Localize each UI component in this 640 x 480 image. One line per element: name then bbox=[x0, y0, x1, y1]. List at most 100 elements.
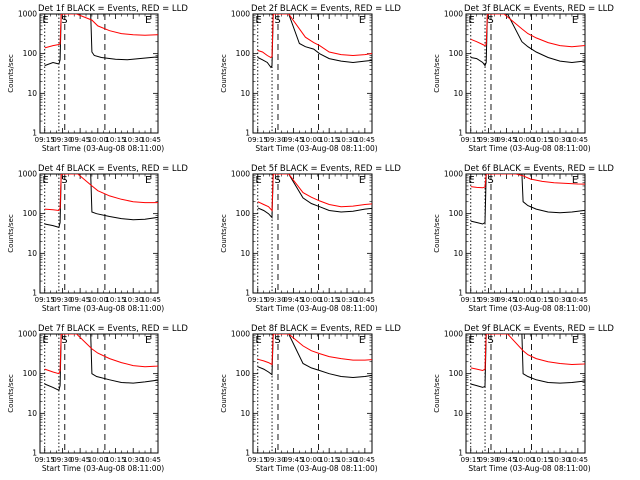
y-tick-label: 1000 bbox=[18, 330, 37, 339]
y-axis-label: Counts/sec bbox=[7, 374, 15, 413]
x-tick-label: 10:45 bbox=[568, 136, 588, 144]
y-tick-label: 1000 bbox=[231, 170, 250, 179]
event-marker: S bbox=[61, 175, 67, 186]
x-axis-label: Start Time (03-Aug-08 08:11:00) bbox=[255, 464, 377, 473]
panel-title: Det 3f BLACK = Events, RED = LLD bbox=[464, 4, 614, 14]
plot-frame bbox=[253, 14, 372, 133]
x-axis-label: Start Time (03-Aug-08 08:11:00) bbox=[42, 144, 164, 153]
panel-2: Det 2f BLACK = Events, RED = LLD Counts/s… bbox=[220, 4, 401, 153]
y-tick-label: 100 bbox=[236, 369, 251, 378]
plot-frame bbox=[40, 174, 158, 293]
plot-frame bbox=[253, 174, 372, 293]
y-tick-label: 1000 bbox=[444, 170, 463, 179]
event-marker: E bbox=[145, 335, 151, 346]
y-tick-label: 10 bbox=[240, 249, 250, 258]
event-marker: E bbox=[42, 15, 48, 26]
event-marker: S bbox=[274, 15, 280, 26]
event-marker: S bbox=[61, 335, 67, 346]
y-tick-label: 100 bbox=[449, 49, 464, 58]
event-marker: S bbox=[274, 175, 280, 186]
panel-5: Det 5f BLACK = Events, RED = LLD Counts/s… bbox=[220, 164, 401, 313]
panel-title: Det 9f BLACK = Events, RED = LLD bbox=[464, 324, 614, 334]
panel-9: Det 9f BLACK = Events, RED = LLD Counts/s… bbox=[433, 324, 614, 473]
x-tick-label: 10:45 bbox=[568, 296, 588, 304]
plot-frame bbox=[253, 334, 372, 453]
y-tick-label: 10 bbox=[27, 409, 37, 418]
event-marker: E bbox=[359, 175, 365, 186]
y-axis-label: Counts/sec bbox=[433, 214, 441, 253]
y-axis-label: Counts/sec bbox=[7, 214, 15, 253]
event-marker: S bbox=[487, 335, 493, 346]
y-tick-label: 100 bbox=[23, 369, 38, 378]
x-axis-label: Start Time (03-Aug-08 08:11:00) bbox=[255, 144, 377, 153]
y-tick-label: 10 bbox=[27, 249, 37, 258]
y-tick-label: 1000 bbox=[18, 10, 37, 19]
x-tick-label: 10:45 bbox=[355, 456, 375, 464]
x-axis-label: Start Time (03-Aug-08 08:11:00) bbox=[468, 464, 590, 473]
event-marker: E bbox=[468, 335, 474, 346]
y-tick-label: 10 bbox=[240, 409, 250, 418]
panel-8: Det 8f BLACK = Events, RED = LLD Counts/s… bbox=[220, 324, 401, 473]
y-axis-label: Counts/sec bbox=[433, 374, 441, 413]
y-axis-label: Counts/sec bbox=[220, 214, 228, 253]
plot-frame bbox=[466, 334, 585, 453]
event-marker: E bbox=[572, 335, 578, 346]
plot-frame bbox=[40, 334, 158, 453]
plot-frame bbox=[40, 14, 158, 133]
event-marker: E bbox=[255, 175, 261, 186]
x-tick-label: 10:45 bbox=[141, 296, 161, 304]
x-tick-label: 10:45 bbox=[355, 296, 375, 304]
x-axis-label: Start Time (03-Aug-08 08:11:00) bbox=[255, 304, 377, 313]
plot-frame bbox=[466, 174, 585, 293]
y-tick-label: 100 bbox=[236, 49, 251, 58]
event-marker: E bbox=[42, 335, 48, 346]
panel-title: Det 4f BLACK = Events, RED = LLD bbox=[38, 164, 188, 174]
event-marker: E bbox=[359, 335, 365, 346]
x-axis-label: Start Time (03-Aug-08 08:11:00) bbox=[468, 304, 590, 313]
event-marker: E bbox=[359, 15, 365, 26]
panel-title: Det 1f BLACK = Events, RED = LLD bbox=[38, 4, 188, 14]
panel-4: Det 4f BLACK = Events, RED = LLD Counts/s… bbox=[7, 164, 188, 313]
y-axis-label: Counts/sec bbox=[220, 374, 228, 413]
event-marker: E bbox=[255, 15, 261, 26]
y-tick-label: 10 bbox=[240, 89, 250, 98]
y-tick-label: 1000 bbox=[231, 330, 250, 339]
x-axis-label: Start Time (03-Aug-08 08:11:00) bbox=[42, 464, 164, 473]
panel-title: Det 5f BLACK = Events, RED = LLD bbox=[251, 164, 401, 174]
panel-3: Det 3f BLACK = Events, RED = LLD Counts/s… bbox=[433, 4, 614, 153]
y-tick-label: 1000 bbox=[444, 330, 463, 339]
event-marker: E bbox=[468, 175, 474, 186]
y-tick-label: 100 bbox=[23, 49, 38, 58]
x-tick-label: 10:45 bbox=[141, 136, 161, 144]
y-tick-label: 10 bbox=[453, 249, 463, 258]
y-tick-label: 100 bbox=[449, 209, 464, 218]
event-marker: E bbox=[468, 15, 474, 26]
y-tick-label: 10 bbox=[453, 409, 463, 418]
y-tick-label: 1000 bbox=[18, 170, 37, 179]
event-marker: S bbox=[487, 175, 493, 186]
event-marker: E bbox=[572, 15, 578, 26]
panel-title: Det 8f BLACK = Events, RED = LLD bbox=[251, 324, 401, 334]
y-tick-label: 100 bbox=[236, 209, 251, 218]
y-tick-label: 100 bbox=[449, 369, 464, 378]
y-tick-label: 1000 bbox=[231, 10, 250, 19]
panel-6: Det 6f BLACK = Events, RED = LLD Counts/s… bbox=[433, 164, 614, 313]
y-axis-label: Counts/sec bbox=[220, 54, 228, 93]
panel-1: Det 1f BLACK = Events, RED = LLD Counts/s… bbox=[7, 4, 188, 153]
panel-title: Det 2f BLACK = Events, RED = LLD bbox=[251, 4, 401, 14]
y-axis-label: Counts/sec bbox=[433, 54, 441, 93]
x-axis-label: Start Time (03-Aug-08 08:11:00) bbox=[42, 304, 164, 313]
x-axis-label: Start Time (03-Aug-08 08:11:00) bbox=[468, 144, 590, 153]
event-marker: S bbox=[487, 15, 493, 26]
event-marker: E bbox=[42, 175, 48, 186]
y-tick-label: 1000 bbox=[444, 10, 463, 19]
y-tick-label: 10 bbox=[27, 89, 37, 98]
x-tick-label: 10:45 bbox=[355, 136, 375, 144]
x-tick-label: 10:45 bbox=[141, 456, 161, 464]
event-marker: S bbox=[274, 335, 280, 346]
x-tick-label: 10:45 bbox=[568, 456, 588, 464]
y-tick-label: 10 bbox=[453, 89, 463, 98]
event-marker: E bbox=[255, 335, 261, 346]
y-axis-label: Counts/sec bbox=[7, 54, 15, 93]
